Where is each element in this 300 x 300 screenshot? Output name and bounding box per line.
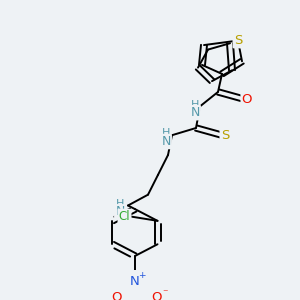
Text: O: O bbox=[242, 93, 252, 106]
Text: O: O bbox=[151, 291, 161, 300]
Text: N: N bbox=[190, 106, 200, 119]
Text: H: H bbox=[116, 199, 124, 209]
Text: N: N bbox=[130, 275, 140, 288]
Text: N: N bbox=[161, 135, 171, 148]
Text: O: O bbox=[112, 291, 122, 300]
Text: +: + bbox=[138, 271, 146, 280]
Text: Cl: Cl bbox=[119, 210, 130, 223]
Text: H: H bbox=[162, 128, 170, 138]
Text: S: S bbox=[221, 129, 229, 142]
Text: H: H bbox=[191, 100, 199, 110]
Text: ⁻: ⁻ bbox=[162, 288, 168, 298]
Text: S: S bbox=[234, 34, 242, 47]
Text: N: N bbox=[115, 205, 125, 218]
